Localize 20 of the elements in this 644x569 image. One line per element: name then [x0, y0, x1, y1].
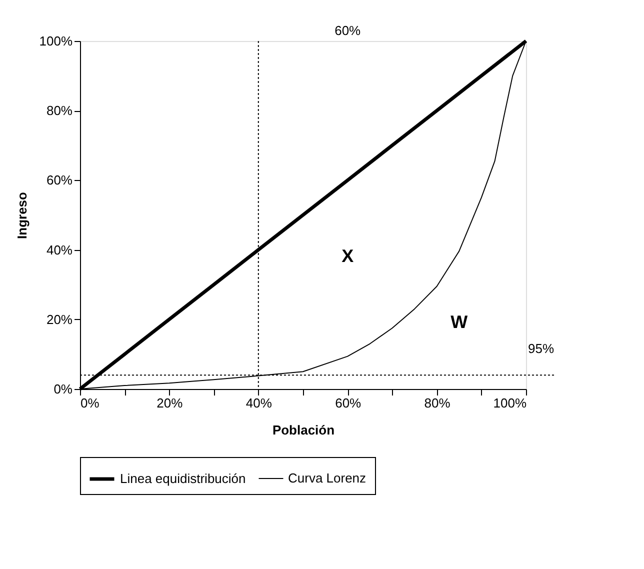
legend-label: Linea equidistribución	[120, 471, 246, 486]
text: 95%	[528, 341, 554, 356]
y-tick-label: 100%	[39, 34, 73, 48]
y-tick-label: 60%	[46, 172, 73, 188]
y-tick-label: 20%	[46, 312, 73, 327]
x-tick-label: 100%	[493, 396, 527, 410]
y-tick-label: 40%	[46, 242, 73, 258]
annotation: W	[450, 312, 468, 332]
x-tick-label: 40%	[246, 396, 272, 410]
text: 60%	[334, 23, 362, 38]
x-tick-label: 80%	[424, 396, 451, 410]
x-tick-label: 60%	[335, 396, 362, 410]
annotation: X	[342, 246, 354, 266]
legend-label: Curva Lorenz	[288, 470, 366, 486]
y-tick-label: 0%	[54, 382, 73, 396]
y-tick-label: 80%	[46, 103, 73, 118]
y-axis-title: Ingreso	[14, 192, 30, 239]
x-tick-label: 20%	[156, 396, 184, 410]
x-axis-title: Población	[272, 422, 335, 438]
x-tick-label: 0%	[80, 396, 100, 410]
